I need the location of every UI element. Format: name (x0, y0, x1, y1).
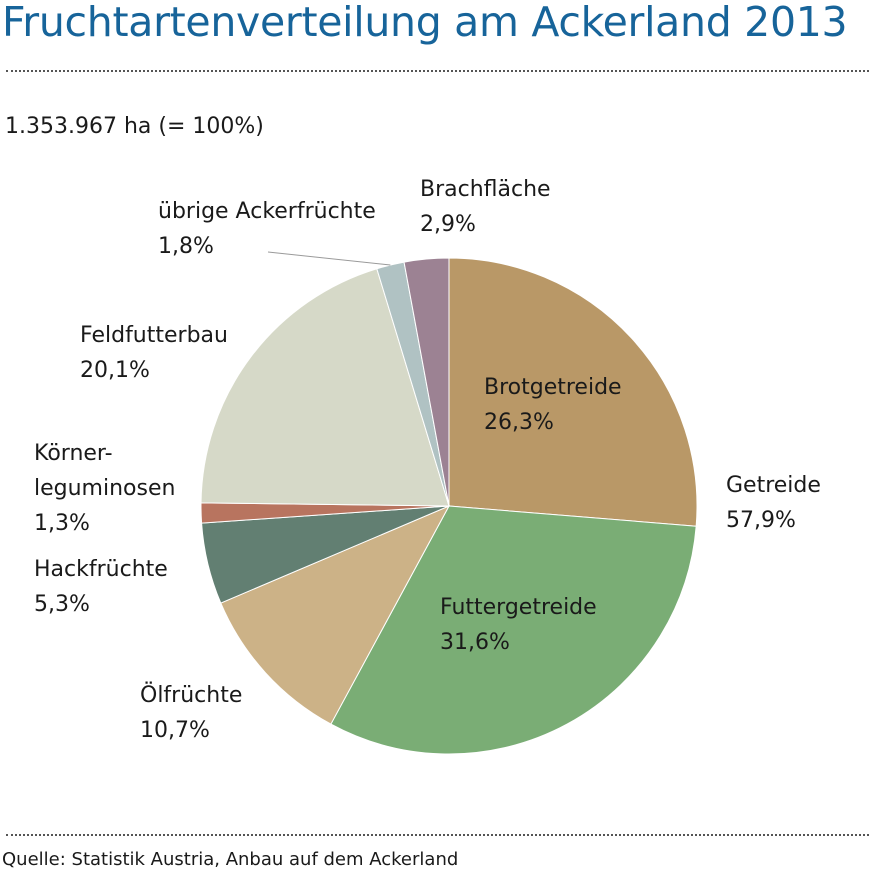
pie-slice-brotgetreide (448, 257, 698, 527)
chart-title: Fruchtartenverteilung am Ackerland 2013 (2, 0, 848, 46)
slice-value-label: 20,1% (80, 358, 150, 383)
pie-slice-brachflaeche (403, 257, 450, 507)
slice-label-text: Brachfläche (420, 177, 551, 202)
slice-value-label: 10,7% (140, 718, 210, 743)
slice-label-text: Futtergetreide (440, 595, 597, 620)
slice-label-koerner-leguminosen: Körner-leguminosen 1,3% (34, 441, 175, 536)
slice-value-label: 31,6% (440, 630, 510, 655)
pie-slice-oelfruechte (220, 504, 451, 725)
slice-label-uebrige-ackerfruechte: übrige Ackerfrüchte 1,8% (158, 199, 376, 259)
slice-label-text: leguminosen (34, 476, 175, 501)
slice-label-brotgetreide: Brotgetreide 26,3% (484, 375, 622, 435)
source-note: Quelle: Statistik Austria, Anbau auf dem… (2, 849, 459, 870)
slice-label-text: Ölfrüchte (140, 682, 242, 708)
slice-value-label: 5,3% (34, 592, 90, 617)
slice-value-label: 1,8% (158, 234, 214, 259)
slice-label-text: Brotgetreide (484, 375, 622, 400)
slice-label-text: übrige Ackerfrüchte (158, 199, 376, 224)
group-label-text: Getreide (726, 473, 821, 498)
slice-label-feldfutterbau: Feldfutterbau 20,1% (80, 323, 228, 383)
pie-slice-feldfutterbau (200, 268, 450, 507)
slice-value-label: 2,9% (420, 212, 476, 237)
slice-label-futtergetreide: Futtergetreide 31,6% (440, 595, 597, 655)
slice-label-text: Feldfutterbau (80, 323, 228, 348)
slice-value-label: 1,3% (34, 511, 90, 536)
slice-label-text: Körner- (34, 441, 113, 466)
slice-label-hackfruechte: Hackfrüchte 5,3% (34, 557, 168, 617)
slice-value-label: 26,3% (484, 410, 554, 435)
bottom-dotted-divider (6, 834, 869, 836)
top-dotted-divider (6, 70, 869, 72)
group-value-label: 57,9% (726, 508, 796, 533)
leader-line (267, 251, 391, 266)
slice-label-oelfruechte: Ölfrüchte 10,7% (140, 682, 242, 743)
slice-label-brachflaeche: Brachfläche 2,9% (420, 177, 551, 237)
group-label-getreide: Getreide 57,9% (726, 473, 821, 533)
total-area-label: 1.353.967 ha (= 100%) (5, 114, 264, 139)
slice-label-text: Hackfrüchte (34, 557, 168, 582)
pie-slice-futtergetreide (330, 505, 697, 755)
